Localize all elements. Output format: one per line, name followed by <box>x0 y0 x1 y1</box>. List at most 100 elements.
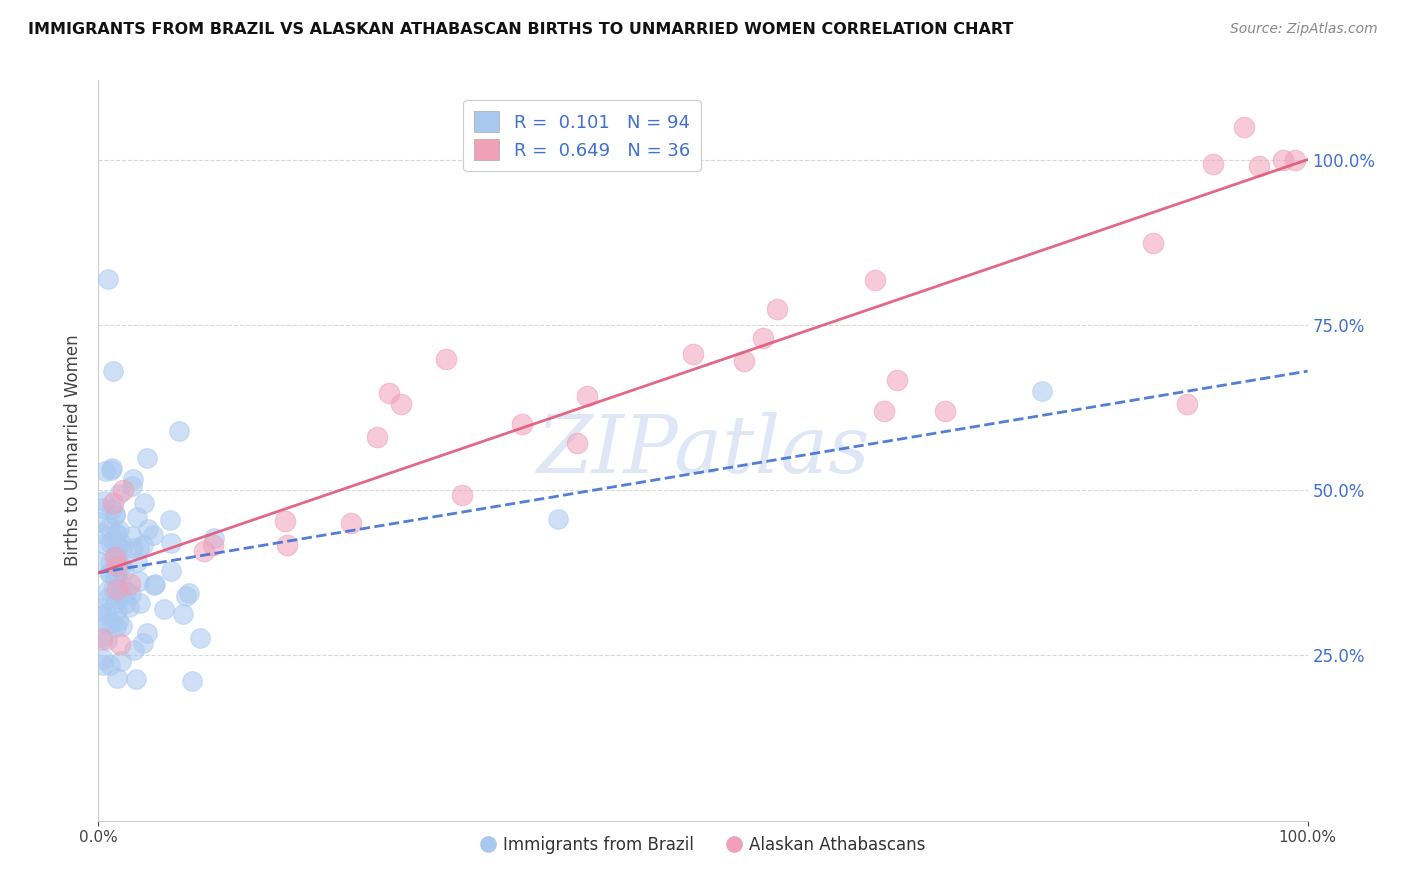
Point <box>129 597 152 611</box>
Point <box>107 547 129 561</box>
Point <box>1202 157 1225 171</box>
Point <box>863 273 886 287</box>
Point <box>91 652 114 666</box>
Point <box>202 531 225 545</box>
Point <box>96 632 118 647</box>
Point <box>104 596 127 610</box>
Point <box>91 657 114 672</box>
Point <box>136 522 159 536</box>
Point <box>112 563 135 577</box>
Point <box>93 537 115 551</box>
Y-axis label: Births to Unmarried Women: Births to Unmarried Women <box>65 334 83 566</box>
Point <box>110 637 132 651</box>
Point <box>121 529 143 543</box>
Point <box>153 601 176 615</box>
Point <box>105 672 128 686</box>
Point <box>128 574 150 589</box>
Point <box>104 507 127 521</box>
Point <box>131 636 153 650</box>
Point <box>766 302 789 317</box>
Text: IMMIGRANTS FROM BRAZIL VS ALASKAN ATHABASCAN BIRTHS TO UNMARRIED WOMEN CORRELATI: IMMIGRANTS FROM BRAZIL VS ALASKAN ATHABA… <box>28 22 1014 37</box>
Point <box>174 589 197 603</box>
Point <box>101 615 124 630</box>
Point <box>105 603 128 617</box>
Point <box>105 536 128 550</box>
Point <box>510 417 533 431</box>
Point <box>97 583 120 598</box>
Point <box>142 527 165 541</box>
Point <box>89 526 111 541</box>
Point <box>1284 153 1306 167</box>
Point <box>132 538 155 552</box>
Point <box>159 513 181 527</box>
Legend: Immigrants from Brazil, Alaskan Athabascans: Immigrants from Brazil, Alaskan Athabasc… <box>474 829 932 861</box>
Point <box>93 494 115 508</box>
Point <box>451 487 474 501</box>
Point <box>276 538 298 552</box>
Point <box>389 397 412 411</box>
Point <box>1249 159 1271 173</box>
Point <box>98 565 121 579</box>
Point <box>169 425 191 439</box>
Point <box>111 619 134 633</box>
Point <box>98 536 121 550</box>
Point <box>120 577 142 591</box>
Point <box>128 541 150 556</box>
Point <box>886 373 908 387</box>
Point <box>567 436 589 450</box>
Point <box>1142 236 1164 251</box>
Point <box>98 658 121 673</box>
Point <box>145 577 167 591</box>
Point <box>201 538 224 552</box>
Point <box>108 487 131 501</box>
Point <box>114 596 136 610</box>
Point <box>1233 120 1256 134</box>
Point <box>181 673 204 688</box>
Point <box>97 271 120 285</box>
Point <box>110 586 132 600</box>
Point <box>101 502 124 516</box>
Point <box>121 478 143 492</box>
Point <box>172 607 194 621</box>
Point <box>111 483 134 497</box>
Point <box>127 509 149 524</box>
Point <box>90 631 112 645</box>
Point <box>547 512 569 526</box>
Point <box>87 554 110 568</box>
Point <box>132 496 155 510</box>
Point <box>89 515 111 529</box>
Point <box>576 389 599 403</box>
Point <box>136 625 159 640</box>
Point <box>125 555 148 569</box>
Point <box>104 549 127 564</box>
Point <box>97 591 120 606</box>
Point <box>104 508 127 522</box>
Point <box>118 600 141 615</box>
Point <box>108 591 131 606</box>
Point <box>177 586 200 600</box>
Point <box>135 451 157 466</box>
Point <box>98 555 121 569</box>
Point <box>96 617 118 632</box>
Point <box>105 568 128 582</box>
Point <box>434 352 457 367</box>
Point <box>366 430 388 444</box>
Point <box>121 472 143 486</box>
Point <box>107 556 129 570</box>
Text: Source: ZipAtlas.com: Source: ZipAtlas.com <box>1230 22 1378 37</box>
Point <box>934 404 956 418</box>
Point <box>108 576 131 591</box>
Point <box>104 525 127 540</box>
Point <box>103 569 125 583</box>
Point <box>91 501 114 516</box>
Point <box>94 606 117 620</box>
Point <box>101 496 124 510</box>
Point <box>101 364 124 378</box>
Point <box>100 461 122 475</box>
Point <box>115 584 138 599</box>
Point <box>97 566 120 581</box>
Point <box>682 347 704 361</box>
Point <box>1031 384 1053 398</box>
Point <box>111 541 134 556</box>
Text: ZIPatlas: ZIPatlas <box>536 412 870 489</box>
